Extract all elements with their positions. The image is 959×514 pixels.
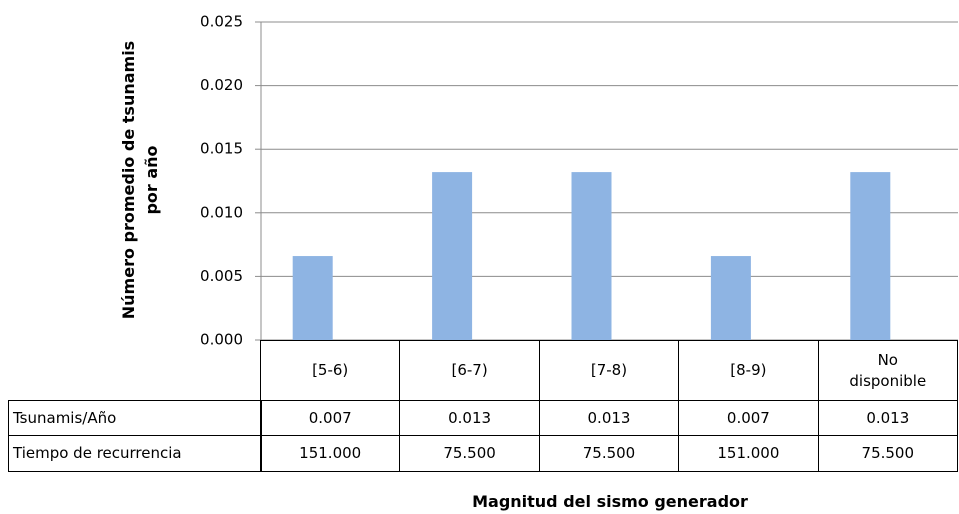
bar — [292, 256, 333, 340]
y-tick-label: 0.020 — [200, 76, 243, 94]
table-value: 0.013 — [399, 400, 540, 436]
bar — [710, 256, 751, 340]
bar — [571, 172, 612, 340]
x-tick-label: [8-9) — [678, 340, 819, 401]
x-tick-label: [5-6) — [260, 340, 401, 401]
x-axis-title: Magnitud del sismo generador — [472, 492, 748, 511]
y-tick-label: 0.005 — [200, 267, 243, 285]
table-value: 0.013 — [817, 400, 958, 436]
table-value: 151.000 — [260, 435, 401, 472]
bar — [432, 172, 473, 340]
table-value: 75.500 — [817, 435, 958, 472]
table-row-label: Tsunamis/Año — [8, 400, 262, 436]
y-tick-label: 0.025 — [200, 13, 243, 31]
table-value: 75.500 — [538, 435, 680, 472]
x-tick-label: [7-8) — [538, 340, 680, 401]
y-axis-title: Número promedio de tsunamis por año — [119, 40, 161, 320]
x-tick-label: No disponible — [817, 340, 958, 401]
x-tick-label: [6-7) — [399, 340, 540, 401]
table-value: 151.000 — [678, 435, 819, 472]
bar — [850, 172, 891, 340]
table-value: 75.500 — [399, 435, 540, 472]
y-tick-label: 0.010 — [200, 203, 243, 221]
table-value: 0.007 — [678, 400, 819, 436]
y-tick-label: 0.000 — [200, 331, 243, 349]
table-row-label: Tiempo de recurrencia — [8, 435, 262, 472]
y-tick-label: 0.015 — [200, 140, 243, 158]
table-value: 0.013 — [538, 400, 680, 436]
table-value: 0.007 — [260, 400, 401, 436]
